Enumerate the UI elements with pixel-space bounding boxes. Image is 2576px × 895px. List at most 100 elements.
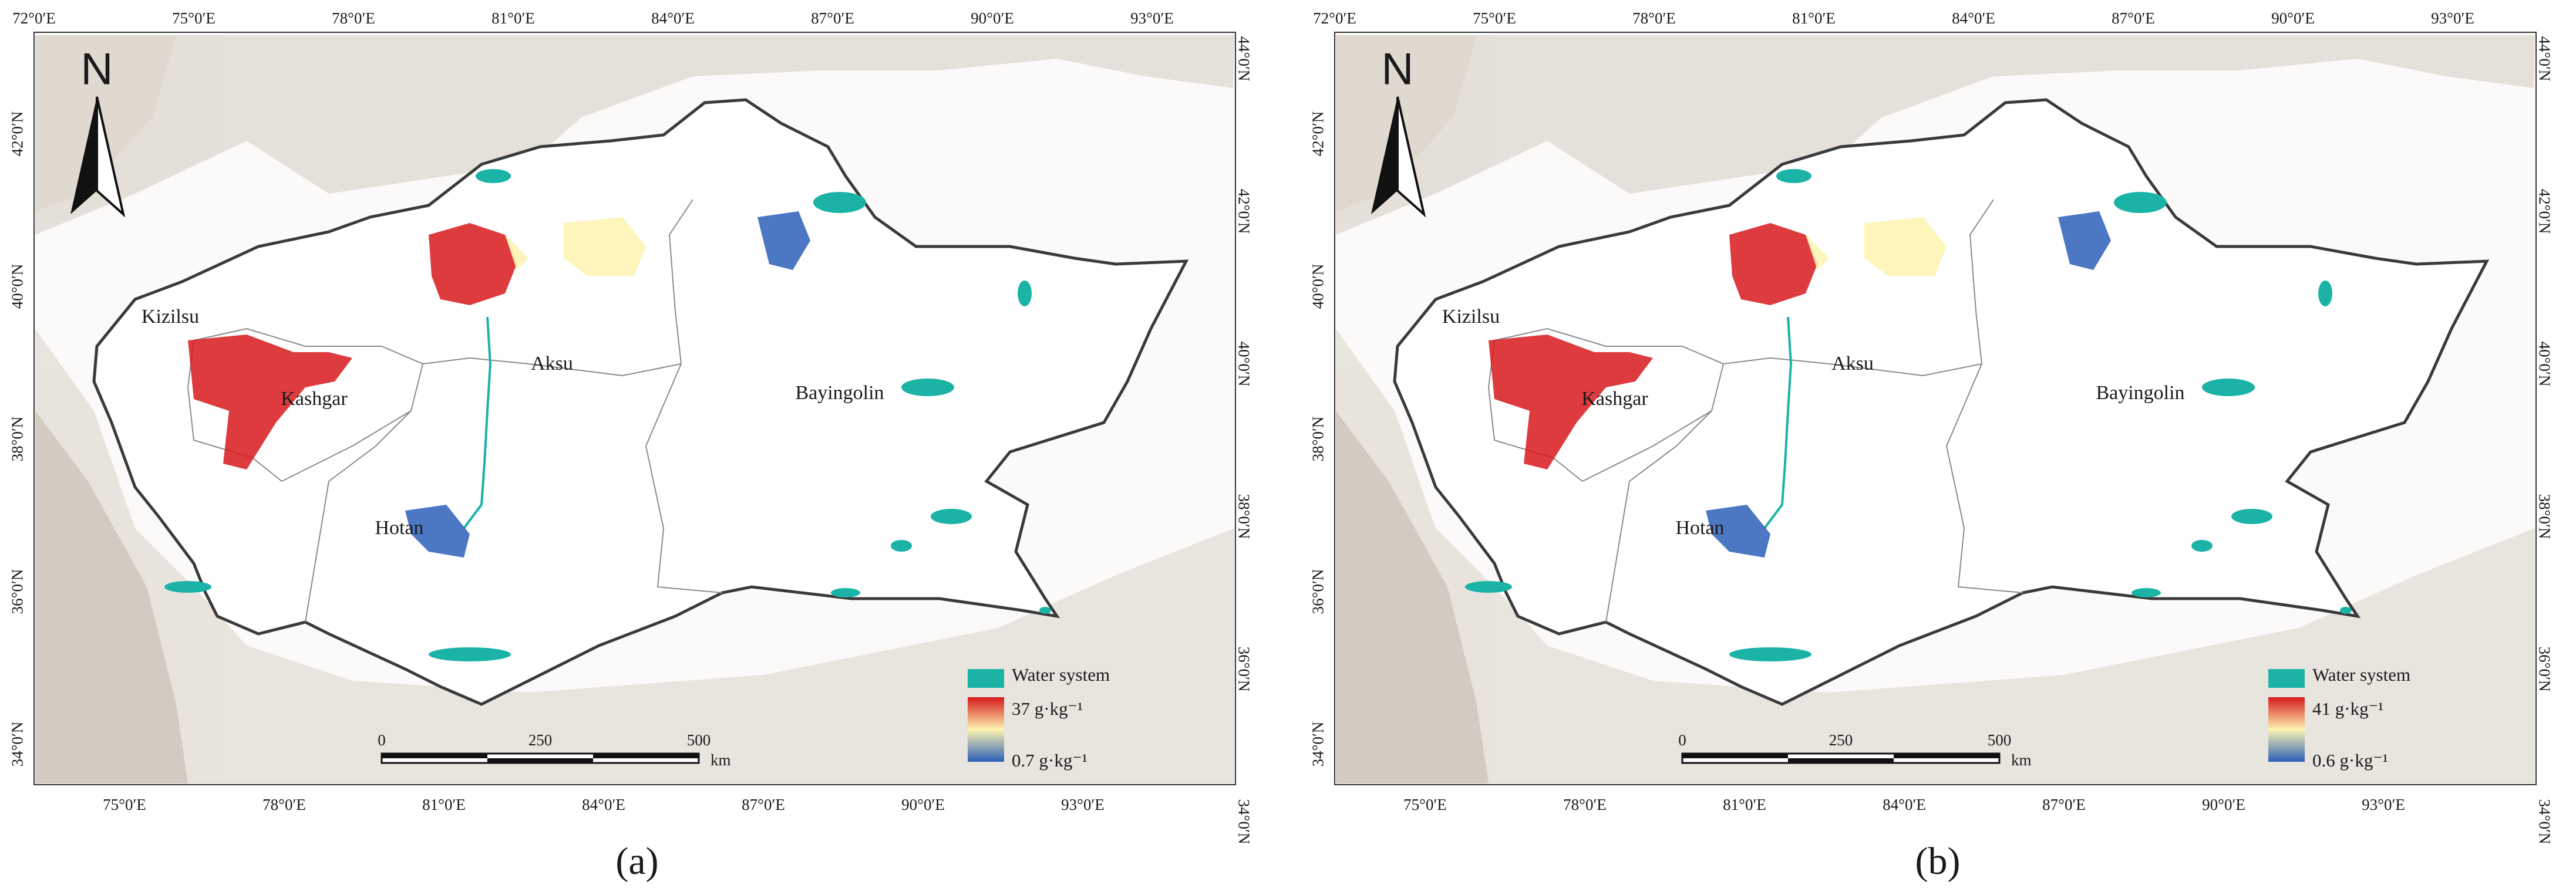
longitude-tick-top: 84°0′E: [651, 9, 695, 27]
longitude-tick-bottom: 87°0′E: [2042, 796, 2086, 813]
region-label-aksu: Aksu: [531, 353, 573, 374]
map-panel-a: 72°0′E 75°0′E 78°0′E 81°0′E 84°0′E 87°0′E 90°0…: [0, 0, 1253, 895]
longitude-tick-bottom: 75°0′E: [103, 796, 146, 813]
prefecture-boundaries: [187, 199, 723, 623]
scale-bar-unit: km: [710, 751, 731, 769]
scale-bar-tick: 500: [1987, 731, 2012, 749]
region-label-aksu: Aksu: [1831, 353, 1874, 374]
latitude-tick-left: 42°0′N: [1309, 111, 1327, 157]
region-label-kashgar: Kashgar: [281, 388, 348, 410]
panel-label: (b): [1915, 840, 1961, 883]
longitude-tick-bottom: 78°0′E: [262, 796, 306, 813]
longitude-tick-top: 81°0′E: [491, 9, 535, 27]
longitude-tick-top: 87°0′E: [811, 9, 854, 27]
map-panel-b: 72°0′E 75°0′E 78°0′E 81°0′E 84°0′E 87°0′E 90°0…: [1301, 0, 2554, 895]
salinity-patches: [1489, 211, 2111, 558]
latitude-tick-right: 38°0′N: [1235, 494, 1253, 539]
longitude-tick-top: 81°0′E: [1792, 9, 1836, 27]
region-label-hotan: Hotan: [1675, 517, 1725, 539]
longitude-tick-bottom: 81°0′E: [1723, 796, 1766, 813]
region-label-bayingolin: Bayingolin: [795, 382, 884, 404]
prefecture-boundaries: [1487, 199, 2023, 623]
legend-min-value-label: 0.7 g·kg⁻¹: [1012, 750, 1087, 771]
latitude-tick-left: 34°0′N: [8, 721, 26, 767]
study-area-boundary: [1393, 98, 2490, 706]
scale-bar-unit: km: [2011, 751, 2032, 769]
tarim-river: [1763, 316, 1793, 529]
latitude-tick-right: 38°0′N: [2535, 494, 2554, 539]
north-arrow-label: N: [80, 44, 113, 94]
latitude-tick-right: 36°0′N: [1235, 646, 1253, 692]
scale-bar-tick: 250: [1829, 731, 1853, 749]
latitude-tick-left: 36°0′N: [8, 569, 26, 614]
longitude-tick-top: 78°0′E: [1632, 9, 1676, 27]
latitude-tick-left: 42°0′N: [8, 111, 26, 157]
latitude-tick-right: 44°0′N: [1235, 36, 1253, 82]
water-bodies: [1465, 169, 2352, 661]
latitude-tick-left: 36°0′N: [1309, 569, 1327, 614]
north-arrow-icon: [70, 96, 126, 218]
latitude-tick-right: 42°0′N: [1235, 188, 1253, 234]
region-label-bayingolin: Bayingolin: [2096, 382, 2185, 404]
latitude-tick-right: 42°0′N: [2535, 188, 2554, 234]
terrain-hillshade: [1336, 35, 2535, 783]
longitude-tick-top: 72°0′E: [1313, 9, 1356, 27]
region-label-hotan: Hotan: [375, 517, 424, 539]
latitude-tick-right: 40°0′N: [2535, 341, 2554, 387]
latitude-tick-left: 40°0′N: [8, 264, 26, 309]
north-arrow-label: N: [1381, 44, 1414, 94]
legend-min-value-label: 0.6 g·kg⁻¹: [2312, 750, 2388, 771]
salinity-patches: [188, 211, 810, 558]
latitude-tick-left: 34°0′N: [1309, 721, 1327, 767]
longitude-tick-top: 90°0′E: [971, 9, 1014, 27]
map-canvas: [33, 32, 1236, 785]
region-label-kashgar: Kashgar: [1581, 388, 1648, 410]
longitude-tick-bottom: 90°0′E: [901, 796, 945, 813]
legend-max-value-label: 41 g·kg⁻¹: [2312, 698, 2384, 719]
longitude-tick-top: 78°0′E: [332, 9, 375, 27]
longitude-tick-bottom: 90°0′E: [2202, 796, 2245, 813]
longitude-tick-top: 87°0′E: [2112, 9, 2155, 27]
tarim-river: [463, 316, 492, 529]
longitude-tick-top: 75°0′E: [172, 9, 215, 27]
region-label-kizilsu: Kizilsu: [1442, 306, 1500, 327]
latitude-tick-right: 40°0′N: [1235, 341, 1253, 387]
longitude-tick-bottom: 93°0′E: [1061, 796, 1105, 813]
longitude-tick-bottom: 81°0′E: [422, 796, 466, 813]
latitude-tick-right: 34°0′N: [1235, 799, 1253, 845]
latitude-tick-right: 44°0′N: [2535, 36, 2554, 82]
longitude-tick-bottom: 84°0′E: [1883, 796, 1926, 813]
longitude-tick-top: 75°0′E: [1473, 9, 1516, 27]
colorbar: [968, 697, 1004, 762]
longitude-tick-bottom: 87°0′E: [742, 796, 785, 813]
longitude-tick-bottom: 93°0′E: [2362, 796, 2405, 813]
longitude-tick-top: 72°0′E: [12, 9, 56, 27]
longitude-tick-top: 93°0′E: [2431, 9, 2474, 27]
water-legend-swatch: [2268, 669, 2305, 688]
scale-bar-tick: 250: [528, 731, 553, 749]
latitude-tick-left: 40°0′N: [1309, 264, 1327, 309]
latitude-tick-left: 38°0′N: [8, 416, 26, 462]
scale-bar: [380, 752, 700, 764]
longitude-tick-top: 93°0′E: [1130, 9, 1174, 27]
region-label-kizilsu: Kizilsu: [141, 306, 200, 327]
longitude-tick-bottom: 84°0′E: [582, 796, 625, 813]
longitude-tick-bottom: 78°0′E: [1563, 796, 1607, 813]
longitude-tick-top: 90°0′E: [2271, 9, 2315, 27]
scale-bar: [1681, 752, 2001, 764]
latitude-tick-right: 36°0′N: [2535, 646, 2554, 692]
legend-water-system-label: Water system: [2312, 664, 2411, 685]
map-canvas: [1334, 32, 2537, 785]
scale-bar-tick: 0: [378, 731, 386, 749]
latitude-tick-right: 34°0′N: [2535, 799, 2554, 845]
water-legend-swatch: [968, 669, 1004, 688]
water-bodies: [164, 169, 1051, 661]
colorbar: [2268, 697, 2305, 762]
longitude-tick-top: 84°0′E: [1952, 9, 1995, 27]
terrain-hillshade: [35, 35, 1234, 783]
scale-bar-tick: 500: [686, 731, 711, 749]
study-area-boundary: [92, 98, 1189, 706]
legend-water-system-label: Water system: [1012, 664, 1110, 685]
panel-label: (a): [615, 840, 659, 883]
legend-max-value-label: 37 g·kg⁻¹: [1012, 698, 1083, 719]
